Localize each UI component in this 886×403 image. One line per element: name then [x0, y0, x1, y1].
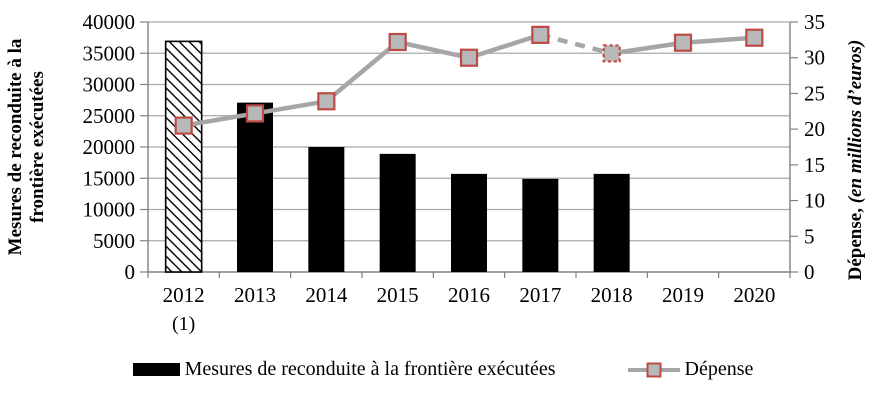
chart-plot-area: 40000 35000 30000 25000 20000 15000 10000 5000 0… — [83, 10, 826, 335]
depense-marker-2013 — [245, 104, 265, 123]
y-left-label-0: 0 — [125, 260, 136, 284]
y-right-label-0: 0 — [804, 260, 815, 284]
line-swatch-marker — [646, 362, 662, 377]
right-axis-title: Dépense, (en millions d’euros) — [845, 0, 871, 325]
legend-item-line: Dépense — [627, 358, 754, 381]
y-right-label-20: 20 — [804, 117, 825, 141]
y-left-label-30000: 30000 — [83, 73, 136, 97]
depense-marker-2020 — [745, 28, 764, 47]
x-label-2012: 2012 — [163, 283, 205, 307]
depense-marker-2014 — [317, 92, 336, 111]
depense-segment-2012 — [183, 111, 256, 128]
y-right-label-35: 35 — [804, 10, 825, 34]
y-left-label-15000: 15000 — [83, 166, 136, 190]
depense-marker-2016 — [459, 48, 479, 67]
legend-bar-label: Mesures de reconduite à la frontière exé… — [184, 358, 556, 380]
x-label-2019: 2019 — [662, 283, 704, 307]
bar-2014 — [308, 147, 345, 272]
bar-2012 — [164, 40, 203, 273]
bar-swatch-icon — [132, 363, 180, 376]
y-left-label-35000: 35000 — [83, 41, 136, 65]
legend: Mesures de reconduite à la frontière exé… — [0, 358, 886, 381]
depense-marker-2017 — [531, 25, 550, 44]
left-axis-title: Mesures de reconduite à la frontière exé… — [5, 38, 49, 256]
depense-marker-2018 — [602, 44, 621, 63]
x-label-2017: 2017 — [519, 283, 561, 307]
depense-segment-2013 — [254, 99, 327, 116]
legend-line-label: Dépense — [684, 358, 754, 380]
legend-item-bars: Mesures de reconduite à la frontière exé… — [132, 358, 556, 381]
y-left-label-40000: 40000 — [83, 10, 136, 34]
depense-segment-2019 — [682, 35, 755, 45]
depense-marker-2019 — [673, 33, 693, 52]
right-axis-title-italic: (en millions d’euros) — [845, 39, 866, 209]
y-right-label-15: 15 — [804, 153, 825, 177]
depense-segment-2014 — [324, 40, 400, 104]
depense-marker-2015 — [388, 32, 407, 52]
x-label-note-2012: (1) — [172, 313, 195, 335]
y-left-label-10000: 10000 — [83, 198, 136, 222]
y-right-label-10: 10 — [804, 189, 825, 213]
bar-2015 — [379, 153, 416, 272]
x-label-2013: 2013 — [234, 283, 276, 307]
x-label-2020: 2020 — [733, 283, 775, 307]
y-right-label-25: 25 — [804, 81, 825, 105]
depense-segment-2018 — [611, 40, 684, 56]
y-left-label-20000: 20000 — [83, 135, 136, 159]
depense-segment-2017 — [539, 32, 613, 56]
depense-marker-2012 — [174, 116, 193, 135]
x-label-2014: 2014 — [305, 283, 348, 307]
bar-2018 — [593, 173, 630, 272]
bar-2016 — [451, 173, 487, 272]
depense-segment-2015 — [397, 39, 470, 60]
line-marker-swatch-icon — [627, 361, 680, 379]
bar-2013 — [237, 102, 273, 272]
bar-2017 — [522, 178, 559, 272]
y-left-label-5000: 5000 — [93, 229, 135, 253]
y-right-label-30: 30 — [804, 46, 825, 70]
y-right-label-5: 5 — [804, 224, 815, 248]
x-label-2018: 2018 — [591, 283, 633, 307]
x-label-2016: 2016 — [448, 283, 490, 307]
y-left-label-25000: 25000 — [83, 104, 136, 128]
x-label-2015: 2015 — [377, 283, 419, 307]
depense-segment-2016 — [468, 32, 542, 60]
right-axis-title-bold: Dépense, — [845, 208, 866, 281]
